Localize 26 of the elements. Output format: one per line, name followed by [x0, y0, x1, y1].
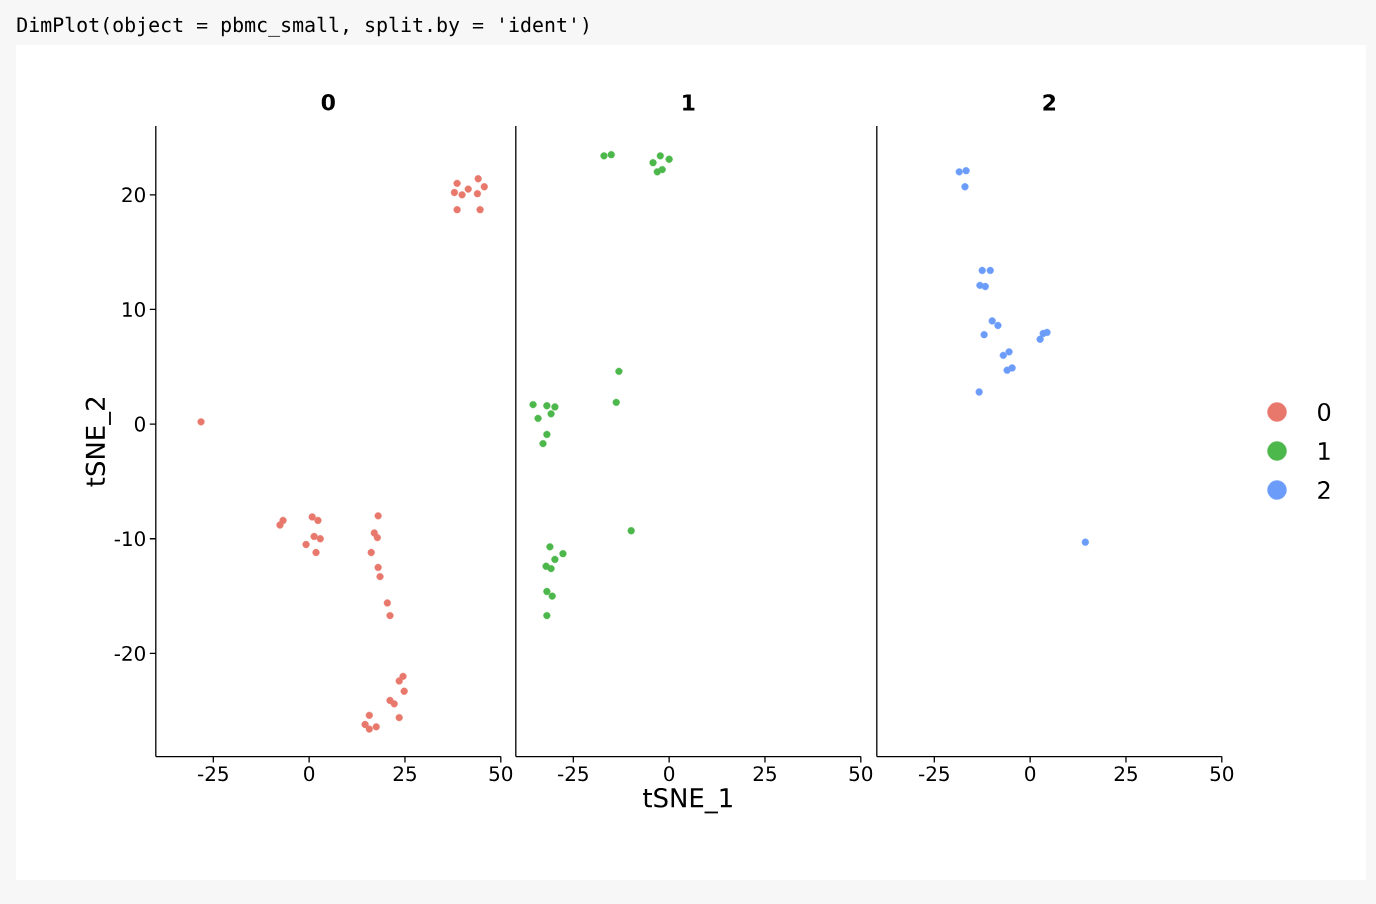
legend-label: 1 — [1319, 442, 1330, 460]
y-tick-label: 20 — [122, 187, 145, 203]
legend-label: 2 — [1318, 481, 1330, 499]
x-tick-label: -25 — [558, 766, 588, 782]
y-axis-title: tSNE_2 — [85, 397, 111, 487]
x-tick-label: 25 — [1114, 766, 1137, 782]
legend-label: 0 — [1318, 402, 1331, 422]
y-tick-label: 0 — [134, 416, 145, 432]
x-tick-label: 50 — [1210, 766, 1234, 782]
chart-title: 2 — [1043, 94, 1056, 111]
x-tick-label: 25 — [753, 766, 776, 782]
y-tick-label: -10 — [114, 531, 145, 547]
chart-title: 1 — [683, 94, 695, 111]
x-tick-label: -25 — [919, 766, 949, 782]
x-tick-label: 25 — [393, 766, 416, 782]
text: DimPlot(object = pbmc_small, split.by = 'ident') — [17, 16, 588, 37]
chart-title: 0 — [321, 93, 335, 111]
x-axis-title: tSNE_1 — [643, 788, 732, 814]
y-tick-label: 10 — [123, 301, 145, 317]
x-tick-label: 50 — [849, 766, 873, 782]
x-tick-label: 0 — [304, 766, 315, 782]
x-tick-label: 50 — [489, 766, 513, 782]
x-tick-label: 0 — [664, 766, 675, 782]
x-tick-label: -25 — [198, 766, 228, 782]
y-tick-label: -20 — [114, 645, 145, 661]
x-tick-label: 0 — [1025, 766, 1036, 782]
